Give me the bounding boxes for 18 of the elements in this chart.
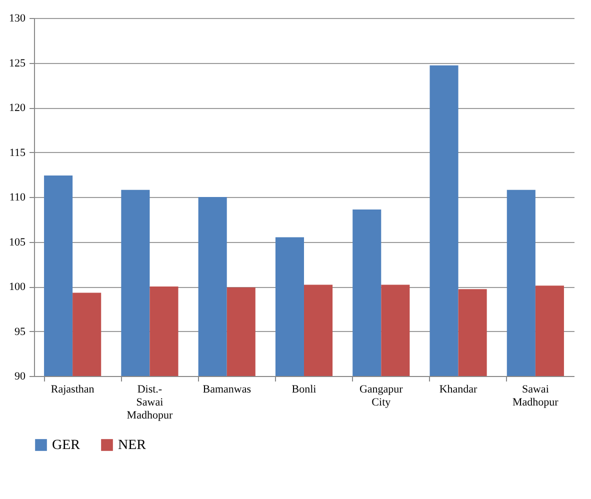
y-tick-label: 115 xyxy=(9,146,26,159)
legend-label: GER xyxy=(52,438,81,453)
x-tick-label: Rajasthan xyxy=(50,384,95,396)
x-tick-label: Bonli xyxy=(292,384,316,396)
x-tick-label: Gangapur City xyxy=(359,384,404,408)
y-tick-label: 125 xyxy=(9,57,26,70)
x-tick-label: Sawai Madhopur xyxy=(512,384,559,408)
legend-label: NER xyxy=(118,438,147,453)
y-tick-label: 90 xyxy=(14,370,26,382)
y-tick-label: 120 xyxy=(9,102,26,114)
y-tick-label: 105 xyxy=(9,236,26,248)
x-tick-label: Bamanwas xyxy=(202,384,251,396)
y-tick-label: 110 xyxy=(9,192,26,204)
x-tick-label: Khandar xyxy=(439,384,478,396)
y-tick-label: 95 xyxy=(14,326,26,338)
y-tick-label: 130 xyxy=(9,12,26,24)
y-tick-label: 100 xyxy=(9,281,26,293)
x-tick-label: Dist.- Sawai Madhopur xyxy=(126,384,173,422)
